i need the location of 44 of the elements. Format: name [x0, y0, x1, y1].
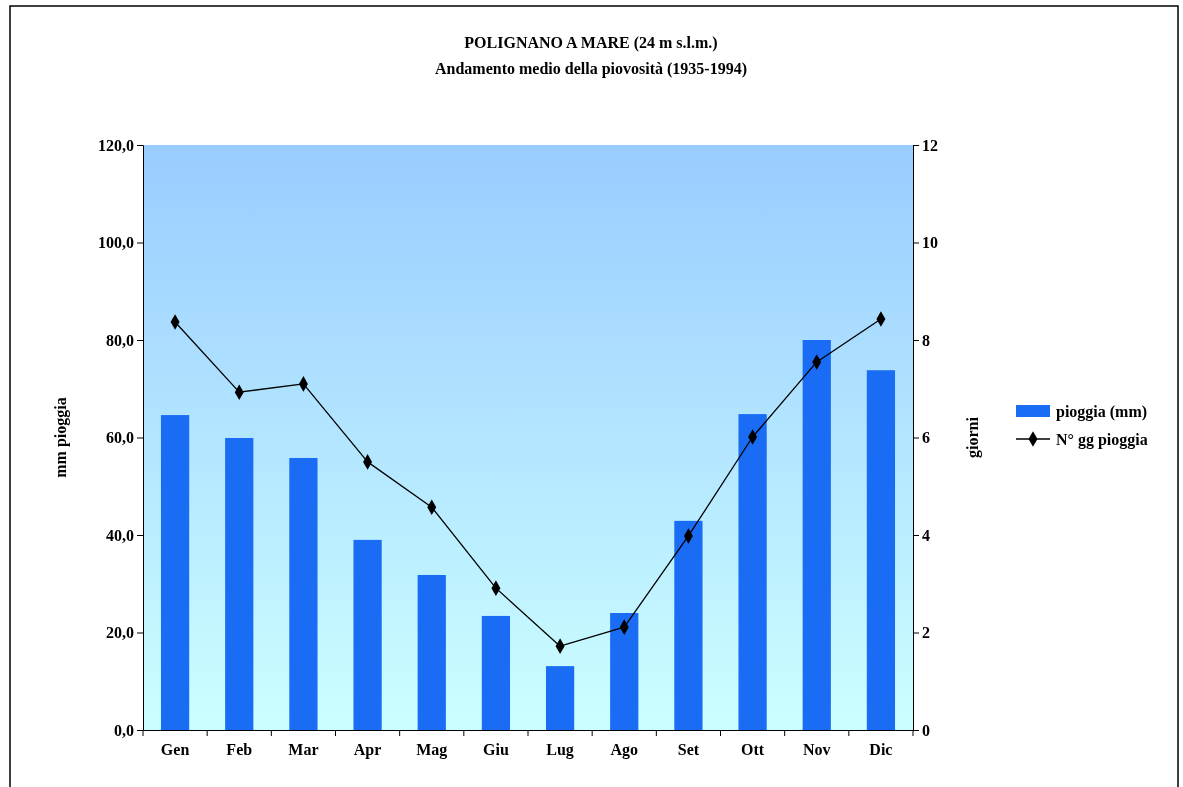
- y-tick-label: 120,0: [98, 136, 134, 154]
- x-tick-label: Set: [677, 741, 700, 759]
- y-tick-label: 100,0: [98, 234, 134, 252]
- y2-axis-title: giorni: [964, 416, 982, 458]
- bar: [674, 520, 703, 730]
- legend-label: pioggia (mm): [1056, 403, 1148, 421]
- bar: [738, 414, 767, 730]
- chart-title: POLIGNANO A MARE (24 m s.l.m.): [464, 34, 718, 52]
- x-tick-label: Ott: [741, 741, 765, 759]
- chart-subtitle: Andamento medio della piovosità (1935-1994): [435, 60, 747, 78]
- y-tick-label: 20,0: [106, 624, 134, 642]
- x-tick-label: Feb: [226, 741, 253, 759]
- y2-tick-label: 0: [922, 721, 930, 739]
- x-tick-label: Gen: [160, 741, 190, 759]
- x-tick-label: Nov: [802, 741, 831, 759]
- y2-tick-label: 4: [922, 526, 930, 544]
- bar: [481, 615, 511, 730]
- y-tick-label: 80,0: [106, 331, 134, 349]
- bar: [866, 370, 896, 730]
- bar: [225, 437, 254, 730]
- x-tick-label: Ago: [610, 741, 639, 760]
- y2-tick-label: 6: [922, 429, 930, 447]
- x-tick-label: Giu: [483, 741, 509, 759]
- y2-tick-label: 10: [922, 234, 938, 252]
- bar: [802, 340, 831, 730]
- x-tick-label: Dic: [869, 741, 893, 759]
- bar: [545, 666, 575, 730]
- legend-label: N° gg pioggia: [1056, 431, 1148, 449]
- y-tick-label: 0,0: [114, 721, 134, 739]
- y-tick-label: 60,0: [106, 429, 134, 447]
- y-tick-label: 40,0: [106, 526, 134, 544]
- bar: [417, 574, 446, 730]
- y2-tick-label: 12: [922, 136, 938, 154]
- bar: [289, 457, 318, 730]
- x-tick-label: Mar: [288, 741, 319, 759]
- bar: [610, 613, 639, 730]
- bar: [160, 415, 190, 730]
- y-axis-title: mm pioggia: [52, 397, 70, 478]
- x-tick-label: Apr: [353, 741, 382, 760]
- x-tick-label: Mag: [416, 741, 448, 760]
- y2-tick-label: 8: [922, 331, 930, 349]
- bar: [353, 539, 382, 730]
- x-tick-label: Lug: [546, 741, 574, 760]
- y2-tick-label: 2: [922, 624, 930, 642]
